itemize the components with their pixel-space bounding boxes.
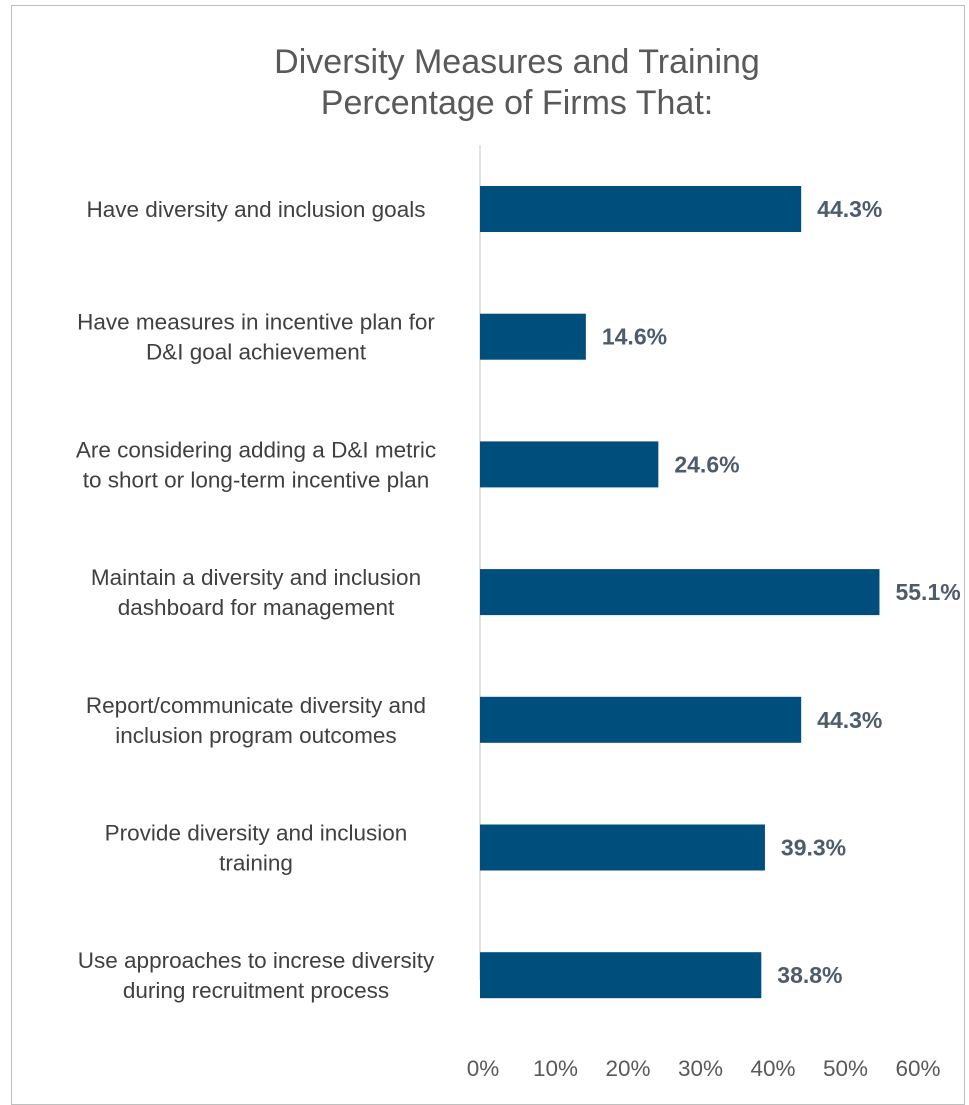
category-label-2-line-1: Have measures in incentive plan for bbox=[77, 310, 435, 335]
data-label-3: 24.6% bbox=[674, 451, 739, 477]
category-label-1: Have diversity and inclusion goals bbox=[87, 197, 426, 222]
category-label-6-line-1: Provide diversity and inclusion bbox=[105, 821, 408, 846]
x-tick-20pct: 20% bbox=[605, 1056, 650, 1081]
bar-1 bbox=[480, 186, 802, 232]
bar-7 bbox=[480, 952, 762, 999]
category-label-3-line-1: Are considering adding a D&I metric bbox=[76, 437, 436, 462]
x-tick-50pct: 50% bbox=[823, 1056, 868, 1081]
data-label-2: 14.6% bbox=[602, 324, 667, 350]
category-label-7: Use approaches to increse diversity durin… bbox=[78, 948, 435, 1003]
category-label-3-line-2: to short or long-term incentive plan bbox=[83, 467, 429, 492]
category-label-2: Have measures in incentive plan for D&I g… bbox=[77, 310, 435, 365]
category-label-5: Report/communicate diversity and inclusio… bbox=[86, 693, 426, 748]
x-tick-40pct: 40% bbox=[750, 1056, 795, 1081]
category-label-4-line-2: dashboard for management bbox=[118, 595, 395, 620]
category-label-6-line-2: training bbox=[219, 851, 293, 876]
data-label-1: 44.3% bbox=[817, 196, 882, 222]
category-label-5-line-1: Report/communicate diversity and bbox=[86, 693, 426, 718]
bar-6 bbox=[480, 824, 765, 871]
category-label-4-line-1: Maintain a diversity and inclusion bbox=[91, 565, 421, 590]
data-label-6: 39.3% bbox=[781, 835, 846, 861]
x-tick-60pct: 60% bbox=[895, 1056, 940, 1081]
category-label-7-line-1: Use approaches to increse diversity bbox=[78, 948, 435, 973]
chart-title-line-1: Diversity Measures and Training bbox=[274, 43, 760, 81]
bar-2 bbox=[480, 313, 586, 360]
chart-title: Diversity Measures and TrainingPercentag… bbox=[274, 43, 760, 122]
bars bbox=[480, 186, 880, 999]
x-tick-10pct: 10% bbox=[533, 1056, 578, 1081]
bar-3 bbox=[480, 441, 659, 488]
x-tick-0pct: 0% bbox=[467, 1056, 500, 1081]
x-axis-ticks: 0% 10% 20% 30% 40% 50% 60% bbox=[467, 1056, 941, 1081]
data-labels: 44.3% 14.6% 24.6% 55.1% 44.3% 39.3% 38.8% bbox=[602, 196, 961, 988]
bar-5 bbox=[480, 696, 802, 743]
data-label-5: 44.3% bbox=[817, 707, 882, 733]
bar-4 bbox=[480, 569, 880, 616]
category-label-5-line-2: inclusion program outcomes bbox=[115, 723, 396, 748]
data-label-7: 38.8% bbox=[777, 962, 842, 988]
x-tick-30pct: 30% bbox=[678, 1056, 723, 1081]
category-labels: Have diversity and inclusion goals Have m… bbox=[76, 197, 436, 1003]
category-label-7-line-2: during recruitment process bbox=[123, 978, 389, 1003]
category-label-6: Provide diversity and inclusion training bbox=[105, 821, 408, 876]
chart-title-line-2: Percentage of Firms That: bbox=[321, 84, 713, 122]
category-label-1-line-1: Have diversity and inclusion goals bbox=[87, 197, 426, 222]
category-label-3: Are considering adding a D&I metric to sh… bbox=[76, 437, 436, 492]
category-label-2-line-2: D&I goal achievement bbox=[146, 340, 367, 365]
data-label-4: 55.1% bbox=[895, 579, 960, 605]
category-label-4: Maintain a diversity and inclusion dashbo… bbox=[91, 565, 421, 620]
